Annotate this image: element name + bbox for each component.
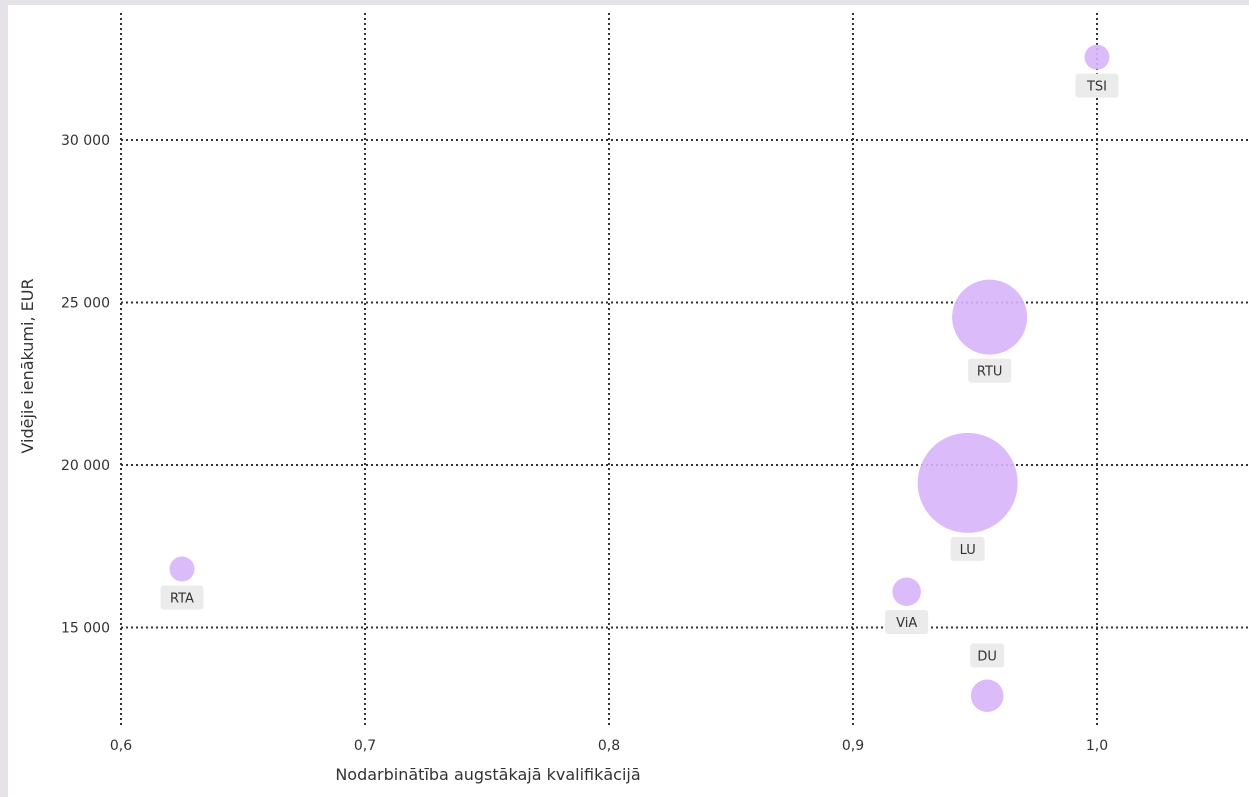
y-tick-label: 15 000 bbox=[61, 621, 110, 637]
bubble-lu[interactable] bbox=[917, 432, 1018, 533]
x-tick-label: 1,0 bbox=[1086, 738, 1108, 754]
bubble-label: RTA bbox=[170, 592, 194, 607]
bubble-rtu[interactable] bbox=[952, 279, 1028, 355]
bubble-label: RTU bbox=[977, 365, 1003, 380]
tick-labels: 0,6 0,7 0,8 0,9 1,0 15 000 20 000 25 000 30 000 bbox=[61, 133, 1108, 754]
bubble-label-box bbox=[968, 358, 1012, 383]
bubble-label-box bbox=[160, 585, 204, 610]
bubble-label: DU bbox=[977, 649, 997, 664]
x-tick-label: 0,7 bbox=[354, 738, 376, 754]
bubble-label: TSI bbox=[1086, 80, 1107, 95]
grid bbox=[120, 13, 1249, 727]
x-tick-label: 0,8 bbox=[598, 738, 620, 754]
y-tick-label: 20 000 bbox=[61, 458, 110, 474]
bubble-label: ViA bbox=[896, 616, 917, 631]
bubble-tsi[interactable] bbox=[1084, 44, 1110, 70]
bubble-label-box bbox=[885, 610, 929, 635]
chart-area: 0,6 0,7 0,8 0,9 1,0 15 000 20 000 25 000 30 000 … bbox=[8, 5, 1249, 797]
x-tick-label: 0,6 bbox=[110, 738, 132, 754]
bubble-label-box bbox=[1075, 73, 1119, 98]
y-tick-label: 25 000 bbox=[61, 296, 110, 312]
x-tick-label: 0,9 bbox=[842, 738, 864, 754]
bubble-du[interactable] bbox=[970, 679, 1004, 713]
bubble-rta[interactable] bbox=[169, 556, 195, 582]
y-axis-title: Vidējie ienākumi, EUR bbox=[18, 278, 37, 453]
x-axis-title: Nodarbinātība augstākajā kvalifikācijā bbox=[335, 765, 640, 784]
y-tick-label: 30 000 bbox=[61, 133, 110, 149]
bubble-labels: TSI RTU LU RTA ViA DU bbox=[160, 73, 1119, 668]
bubble-label: LU bbox=[960, 543, 976, 558]
bubbles bbox=[169, 44, 1110, 713]
bubble-label-box bbox=[970, 643, 1005, 668]
bubble-label-box bbox=[950, 536, 985, 561]
bubble-via[interactable] bbox=[892, 577, 921, 607]
